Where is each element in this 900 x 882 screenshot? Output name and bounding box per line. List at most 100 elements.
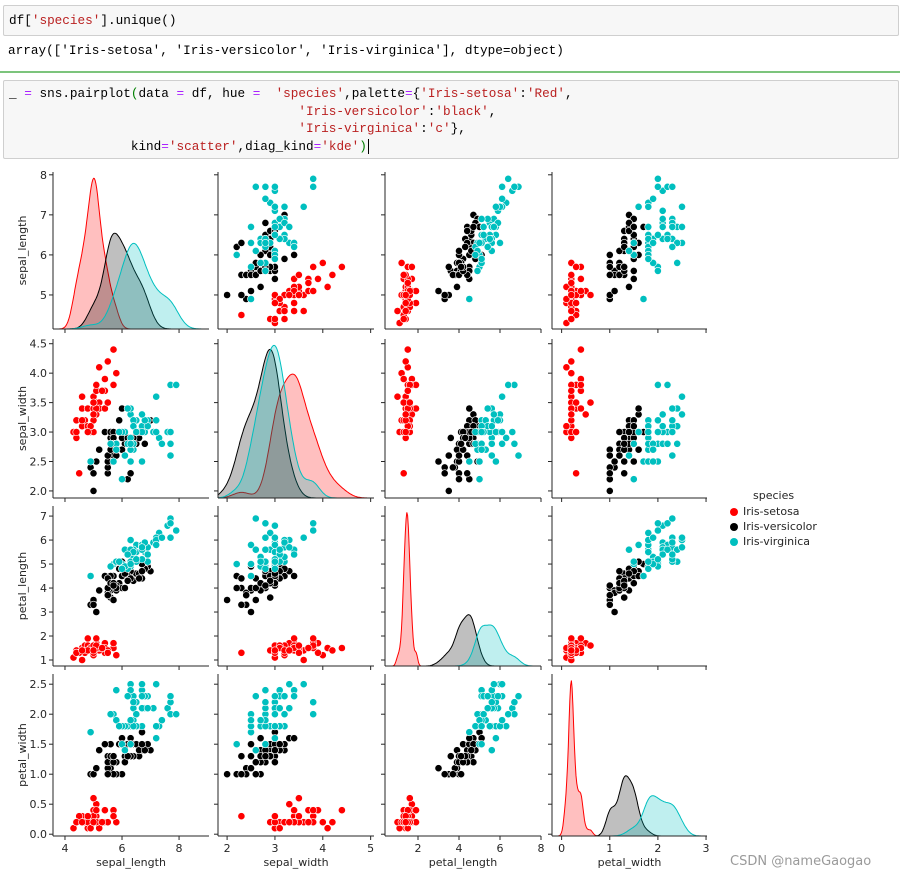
point-Iris-virginica <box>280 202 289 211</box>
point-Iris-versicolor <box>469 222 478 231</box>
kde-line-Iris-setosa <box>392 512 422 667</box>
legend-title: species <box>753 489 795 502</box>
point-Iris-versicolor <box>615 567 624 576</box>
point-Iris-virginica <box>256 557 265 566</box>
point-Iris-virginica <box>678 392 686 401</box>
point-Iris-virginica <box>673 258 682 267</box>
point-Iris-versicolor <box>629 274 638 283</box>
legend-marker-icon <box>730 522 738 531</box>
point-Iris-virginica <box>477 445 486 454</box>
point-Iris-virginica <box>270 222 279 231</box>
code-cell-2[interactable]: _ = sns.pairplot(data = df, hue = 'speci… <box>3 80 899 159</box>
point-Iris-versicolor <box>610 287 619 295</box>
point-Iris-setosa <box>299 307 308 315</box>
point-Iris-virginica <box>309 710 318 719</box>
point-Iris-setosa <box>78 646 86 655</box>
point-Iris-setosa <box>101 806 109 815</box>
point-Iris-virginica <box>477 214 486 223</box>
point-Iris-virginica <box>504 380 513 389</box>
point-Iris-setosa <box>83 812 92 821</box>
point-Iris-virginica <box>275 545 284 554</box>
point-Iris-virginica <box>251 246 260 255</box>
point-Iris-versicolor <box>121 584 129 592</box>
point-Iris-setosa <box>98 818 106 827</box>
point-Iris-virginica <box>251 514 260 523</box>
point-Iris-virginica <box>639 295 648 303</box>
code-editor-cell-1[interactable]: df['species'].unique() <box>9 12 177 29</box>
point-Iris-setosa <box>401 307 410 315</box>
point-Iris-versicolor <box>275 740 284 749</box>
y-tick-label: 6 <box>40 534 47 547</box>
point-Iris-setosa <box>270 315 279 323</box>
point-Iris-setosa <box>237 311 246 319</box>
code-token: : <box>519 86 527 101</box>
point-Iris-versicolor <box>290 250 298 259</box>
point-Iris-virginica <box>152 541 161 549</box>
kde-line-Iris-setosa <box>59 177 131 330</box>
y-tick-label: 1.0 <box>30 768 48 781</box>
point-Iris-virginica <box>232 740 241 749</box>
point-Iris-virginica <box>86 728 95 737</box>
point-Iris-setosa <box>109 639 118 648</box>
y-tick-label: 1 <box>40 654 47 667</box>
point-Iris-setosa <box>92 380 101 389</box>
point-Iris-versicolor <box>444 451 453 460</box>
kde-line-Iris-virginica <box>67 242 202 330</box>
point-Iris-versicolor <box>237 770 246 779</box>
point-Iris-virginica <box>475 238 484 247</box>
point-Iris-versicolor <box>223 770 231 779</box>
point-Iris-virginica <box>247 572 255 580</box>
point-Iris-versicolor <box>455 246 463 255</box>
point-Iris-virginica <box>487 439 496 448</box>
point-Iris-versicolor <box>620 439 629 448</box>
point-Iris-versicolor <box>434 287 443 295</box>
point-Iris-setosa <box>567 291 576 299</box>
point-Iris-virginica <box>514 692 523 701</box>
point-Iris-virginica <box>247 222 255 231</box>
point-Iris-setosa <box>294 812 303 821</box>
point-Iris-virginica <box>668 514 677 523</box>
point-Iris-virginica <box>644 548 653 556</box>
point-Iris-virginica <box>118 475 126 484</box>
point-Iris-versicolor <box>223 596 231 604</box>
point-Iris-versicolor <box>629 457 638 466</box>
y-tick-label: 5 <box>40 558 47 571</box>
kde-line-Iris-virginica <box>455 624 533 667</box>
point-Iris-setosa <box>407 262 416 271</box>
point-Iris-virginica <box>275 704 284 713</box>
point-Iris-virginica <box>498 428 506 436</box>
point-Iris-virginica <box>270 564 279 573</box>
point-Iris-virginica <box>654 174 662 183</box>
point-Iris-versicolor <box>440 770 449 779</box>
kde-fill-Iris-setosa <box>59 178 131 329</box>
point-Iris-versicolor <box>237 752 246 761</box>
point-Iris-virginica <box>485 722 494 731</box>
point-Iris-setosa <box>577 380 585 389</box>
point-Iris-virginica <box>510 698 519 707</box>
point-Iris-virginica <box>475 475 484 484</box>
y-tick-label: 7 <box>40 510 47 523</box>
code-cell-1[interactable]: df['species'].unique() <box>3 5 899 36</box>
point-Iris-versicolor <box>270 274 279 283</box>
point-Iris-setosa <box>562 363 571 372</box>
point-Iris-setosa <box>328 646 337 655</box>
point-Iris-versicolor <box>440 291 449 299</box>
point-Iris-virginica <box>491 734 500 743</box>
y-axis-label: sepal_width <box>16 386 29 451</box>
y-tick-label: 6 <box>40 249 47 262</box>
point-Iris-virginica <box>649 238 657 247</box>
point-Iris-setosa <box>89 410 98 419</box>
point-Iris-setosa <box>294 648 303 657</box>
point-Iris-setosa <box>399 270 408 279</box>
point-Iris-setosa <box>577 287 585 295</box>
point-Iris-versicolor <box>237 574 246 583</box>
point-Iris-setosa <box>237 648 246 657</box>
code-token: 'kde' <box>321 138 360 154</box>
point-Iris-setosa <box>337 262 346 271</box>
point-Iris-setosa <box>314 648 322 657</box>
point-Iris-virginica <box>261 519 270 528</box>
point-Iris-setosa <box>290 307 298 315</box>
point-Iris-setosa <box>78 818 86 827</box>
point-Iris-setosa <box>294 794 303 803</box>
point-Iris-virginica <box>508 428 517 436</box>
